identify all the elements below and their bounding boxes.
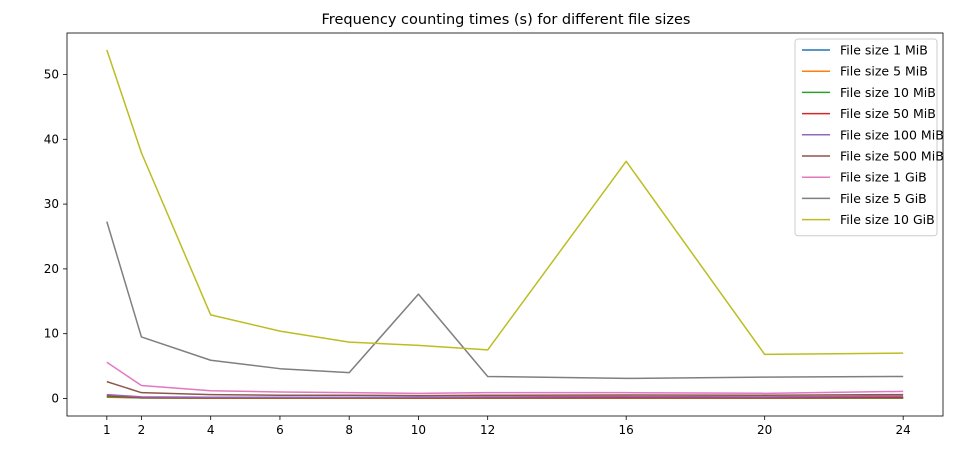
x-tick-label: 2 (138, 423, 146, 437)
series-line-6 (106, 361, 904, 395)
series-line-7 (106, 221, 904, 380)
plot-frame (66, 32, 944, 417)
legend-box (794, 38, 938, 237)
legend-label-7: File size 5 GiB (840, 191, 927, 206)
series-line-4 (106, 393, 904, 398)
y-tick-label: 20 (44, 262, 59, 276)
y-tick-label: 0 (51, 392, 59, 406)
legend-label-3: File size 50 MiB (840, 106, 936, 121)
legend-label-5: File size 500 MiB (840, 149, 944, 164)
legend-label-4: File size 100 MiB (840, 127, 944, 142)
legend-label-1: File size 5 MiB (840, 64, 928, 79)
y-tick-label: 50 (44, 67, 59, 81)
legend: File size 1 MiB File size 5 MiB File size … (794, 38, 944, 237)
x-tick-label: 20 (757, 423, 772, 437)
x-tick-label: 12 (480, 423, 495, 437)
legend-label-2: File size 10 MiB (840, 85, 936, 100)
series-lines (106, 49, 904, 399)
legend-label-6: File size 1 GiB (840, 170, 927, 185)
series-line-5 (106, 380, 904, 397)
x-tick-label: 24 (896, 423, 911, 437)
y-tick-label: 10 (44, 327, 59, 341)
x-tick-label: 4 (207, 423, 215, 437)
x-tick-label: 6 (276, 423, 284, 437)
x-tick-label: 10 (411, 423, 426, 437)
y-tick-label: 40 (44, 132, 59, 146)
x-tick-label: 8 (345, 423, 353, 437)
y-tick-label: 30 (44, 197, 59, 211)
x-tick-label: 1 (103, 423, 111, 437)
y-axis: 0 10 20 30 40 50 (44, 67, 67, 406)
chart-title: Frequency counting times (s) for differe… (322, 12, 691, 28)
legend-label-0: File size 1 MiB (840, 43, 928, 58)
x-tick-label: 16 (619, 423, 634, 437)
x-axis: 1 2 4 6 8 10 12 16 20 24 (103, 416, 911, 437)
series-line-8 (106, 49, 904, 356)
legend-label-8: File size 10 GiB (840, 212, 935, 227)
